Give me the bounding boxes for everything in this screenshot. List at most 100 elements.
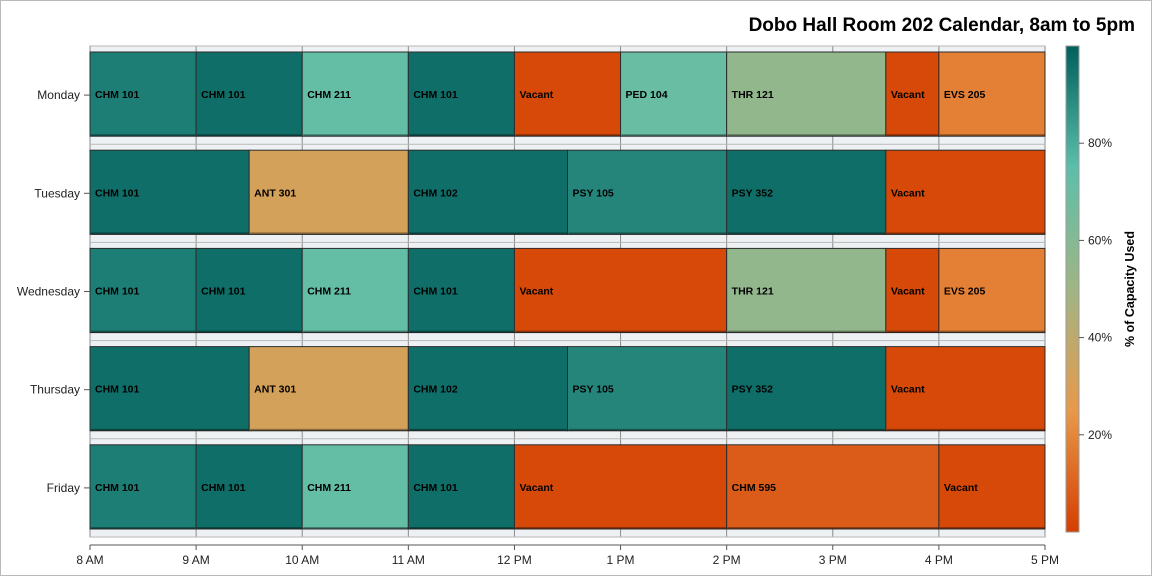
schedule-bar[interactable] bbox=[885, 247, 940, 334]
schedule-bar[interactable] bbox=[248, 149, 409, 235]
schedule-bar[interactable] bbox=[513, 51, 622, 137]
bar-shadow bbox=[303, 527, 409, 529]
schedule-bar[interactable] bbox=[726, 444, 940, 530]
schedule-bar[interactable] bbox=[620, 51, 728, 137]
schedule-bar[interactable] bbox=[938, 247, 1046, 334]
bar-label: Vacant bbox=[891, 187, 925, 199]
bar-shadow bbox=[91, 232, 250, 235]
bar-label: Vacant bbox=[891, 384, 925, 396]
schedule-bar[interactable] bbox=[513, 247, 728, 334]
bar-label: CHM 101 bbox=[413, 286, 458, 298]
schedule-bar[interactable] bbox=[938, 51, 1046, 137]
bar-label: CHM 211 bbox=[307, 89, 351, 101]
bar-shadow bbox=[250, 232, 409, 235]
bar-label: CHM 101 bbox=[413, 89, 458, 101]
bar-label: CHM 101 bbox=[201, 482, 246, 494]
bar-label: Vacant bbox=[519, 482, 553, 494]
bar-shadow bbox=[727, 330, 886, 333]
schedule-bar[interactable] bbox=[89, 247, 197, 334]
bar-label: PSY 352 bbox=[732, 384, 773, 396]
bar-shadow bbox=[91, 428, 250, 431]
y-tick-label: Wednesday bbox=[17, 285, 80, 299]
schedule-bar[interactable] bbox=[195, 51, 303, 137]
schedule-bar[interactable] bbox=[726, 149, 887, 235]
bar-shadow bbox=[939, 330, 1045, 333]
bar-shadow bbox=[727, 232, 886, 235]
schedule-bar[interactable] bbox=[407, 247, 515, 334]
bar-label: CHM 101 bbox=[95, 482, 140, 494]
bar-shadow bbox=[303, 330, 409, 333]
colorbar-tick-label: 60% bbox=[1088, 233, 1112, 247]
schedule-bar[interactable] bbox=[885, 346, 1046, 432]
schedule-bar[interactable] bbox=[89, 346, 250, 432]
colorbar-gradient bbox=[1065, 45, 1080, 533]
bar-shadow bbox=[409, 527, 515, 529]
bar-label: CHM 101 bbox=[201, 89, 246, 101]
schedule-bar[interactable] bbox=[248, 346, 409, 432]
bar-shadow bbox=[939, 134, 1045, 137]
bar-label: THR 121 bbox=[732, 89, 774, 101]
y-tick-label: Friday bbox=[47, 481, 80, 495]
x-tick-label: 8 AM bbox=[76, 553, 103, 567]
schedule-bar[interactable] bbox=[885, 51, 940, 137]
bar-label: PSY 352 bbox=[732, 187, 773, 199]
bar-label: CHM 211 bbox=[307, 482, 351, 494]
schedule-bar[interactable] bbox=[407, 51, 515, 137]
bar-label: PED 104 bbox=[626, 89, 668, 101]
colorbar-tick-label: 20% bbox=[1088, 428, 1112, 442]
x-tick-label: 9 AM bbox=[182, 553, 209, 567]
schedule-bar[interactable] bbox=[938, 444, 1046, 530]
schedule-bar[interactable] bbox=[567, 149, 728, 235]
colorbar-title: % of Capacity Used bbox=[1123, 231, 1137, 347]
colorbar-tick-label: 80% bbox=[1088, 136, 1112, 150]
bar-shadow bbox=[197, 134, 303, 137]
bar-shadow bbox=[515, 330, 727, 333]
bar-label: THR 121 bbox=[732, 286, 774, 298]
bar-label: Vacant bbox=[519, 89, 553, 101]
bar-shadow bbox=[515, 527, 727, 529]
bar-shadow bbox=[197, 527, 303, 529]
x-tick-label: 10 AM bbox=[285, 553, 319, 567]
y-tick-label: Thursday bbox=[30, 383, 80, 397]
x-axis: 8 AM 9 AM 10 AM 11 AM 12 PM 1 PM 2 PM 3 PM 4 PM 5… bbox=[76, 544, 1059, 567]
bar-shadow bbox=[568, 232, 727, 235]
bar-shadow bbox=[250, 428, 409, 431]
bar-label: CHM 595 bbox=[732, 482, 777, 494]
schedule-bar[interactable] bbox=[567, 346, 728, 432]
bar-label: PSY 105 bbox=[573, 384, 614, 396]
schedule-bar[interactable] bbox=[726, 346, 887, 432]
x-tick-label: 4 PM bbox=[925, 553, 953, 567]
bar-shadow bbox=[197, 330, 303, 333]
bar-shadow bbox=[568, 428, 727, 431]
y-tick-label: Tuesday bbox=[34, 186, 80, 200]
schedule-bar[interactable] bbox=[301, 247, 409, 334]
schedule-bar[interactable] bbox=[89, 444, 197, 530]
schedule-bar[interactable] bbox=[195, 247, 303, 334]
schedule-bar[interactable] bbox=[885, 149, 1046, 235]
bar-shadow bbox=[886, 330, 939, 333]
bar-shadow bbox=[727, 428, 886, 431]
y-tick-label: Monday bbox=[37, 88, 80, 102]
bar-label: CHM 101 bbox=[95, 187, 140, 199]
bar-label: CHM 101 bbox=[95, 89, 140, 101]
schedule-bar[interactable] bbox=[407, 149, 569, 235]
bar-label: PSY 105 bbox=[573, 187, 614, 199]
bar-shadow bbox=[727, 527, 939, 529]
schedule-bar[interactable] bbox=[301, 51, 409, 137]
schedule-bars: CHM 101 CHM 101 CHM 211 CHM 101 Vacant PED 10… bbox=[89, 51, 1046, 530]
day-row-wednesday: CHM 101 CHM 101 CHM 211 CHM 101 Vacant THR 12… bbox=[89, 247, 1046, 334]
bar-shadow bbox=[409, 134, 515, 137]
schedule-bar[interactable] bbox=[195, 444, 303, 530]
schedule-bar[interactable] bbox=[407, 444, 515, 530]
schedule-bar[interactable] bbox=[726, 51, 887, 137]
day-row-friday: CHM 101 CHM 101 CHM 211 CHM 101 Vacant CHM 59… bbox=[89, 444, 1046, 530]
bar-shadow bbox=[886, 232, 1045, 235]
schedule-bar[interactable] bbox=[89, 149, 250, 235]
bar-label: Vacant bbox=[944, 482, 978, 494]
bar-shadow bbox=[727, 134, 886, 137]
schedule-bar[interactable] bbox=[513, 444, 728, 530]
bar-shadow bbox=[303, 134, 409, 137]
bar-shadow bbox=[515, 134, 621, 137]
schedule-bar[interactable] bbox=[301, 444, 409, 530]
schedule-bar[interactable] bbox=[407, 346, 569, 432]
